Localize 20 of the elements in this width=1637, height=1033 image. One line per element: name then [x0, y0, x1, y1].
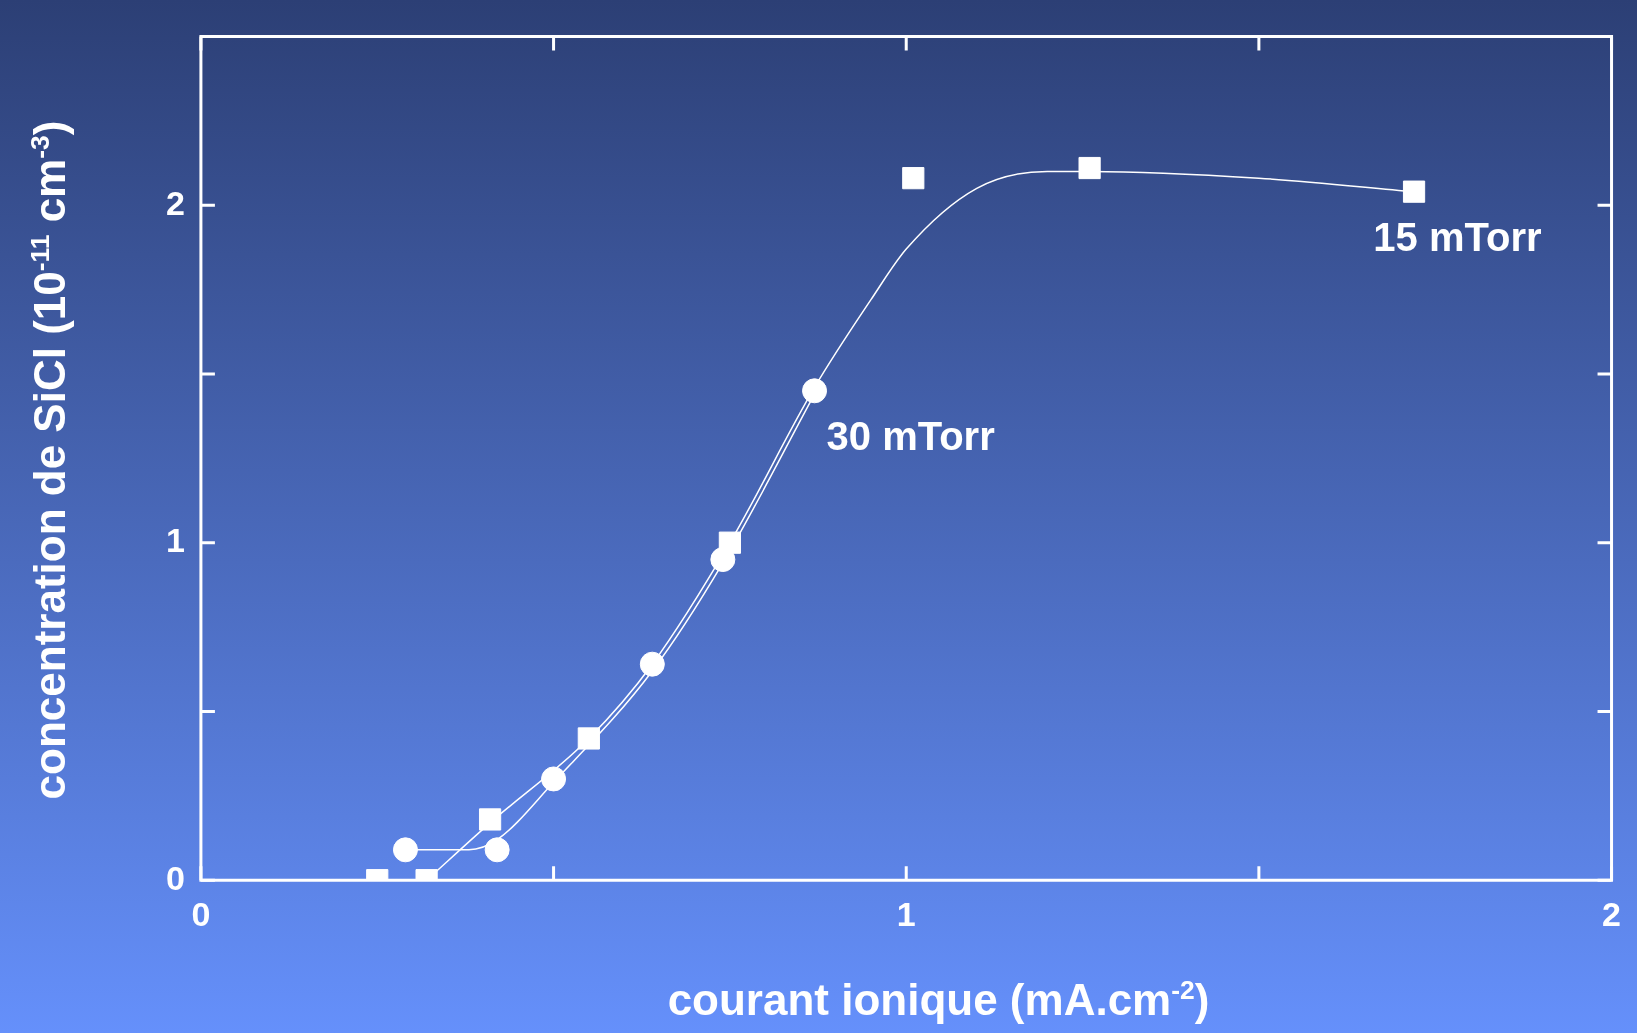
y-tick-label: 2 — [165, 183, 185, 222]
x-tick-label: 0 — [191, 894, 211, 933]
series-label: 15 mTorr — [1373, 214, 1542, 259]
point — [541, 766, 567, 792]
x-axis-title: courant ionique (mA.cm$^{-2}$) — [666, 975, 1211, 1025]
point — [802, 378, 828, 404]
point — [718, 531, 741, 554]
point — [902, 167, 925, 190]
x-tick-label: 2 — [1602, 894, 1622, 933]
point — [1402, 180, 1426, 203]
x-tick-label: 1 — [896, 894, 916, 933]
point — [639, 651, 665, 677]
y-tick-label: 1 — [165, 521, 185, 560]
series-label: 30 mTorr — [826, 413, 995, 458]
y-tick-label: 0 — [165, 858, 185, 897]
point — [577, 727, 600, 750]
point — [478, 808, 502, 831]
point — [392, 837, 418, 863]
point — [484, 837, 510, 863]
point — [1078, 156, 1101, 180]
